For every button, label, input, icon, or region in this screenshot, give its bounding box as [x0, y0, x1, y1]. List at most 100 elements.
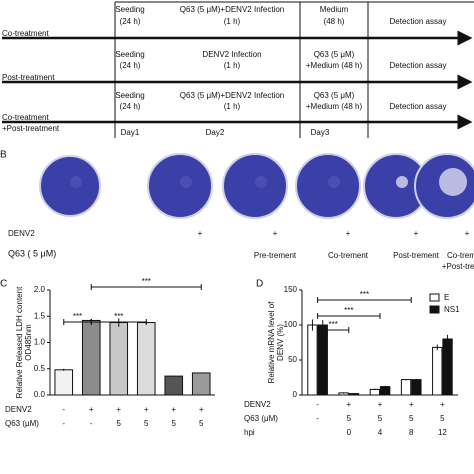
y-tick-label: 50: [288, 355, 297, 364]
row-label: Post-treatment: [2, 73, 55, 82]
step-label: (1 h): [224, 102, 241, 111]
bar: [411, 379, 422, 396]
row-value: 5: [378, 414, 383, 423]
step-label: Seeding: [115, 5, 144, 14]
row-value: +: [199, 405, 204, 414]
bar: [317, 324, 328, 396]
treatment-label: +Post-trement: [442, 262, 474, 271]
plate: [147, 153, 213, 219]
row-label: Q63 ( 5 μM): [8, 248, 56, 258]
bar: [442, 338, 453, 396]
row-value: +: [440, 400, 445, 409]
row-value: +: [116, 405, 121, 414]
bar: [191, 372, 211, 396]
panel-letter: B: [0, 150, 7, 161]
row-label: Co-treatment: [2, 29, 49, 38]
treatment-label: Co-trement: [447, 251, 474, 260]
bar: [400, 379, 412, 396]
y-tick-label: 0.0: [34, 390, 46, 399]
row-value: 12: [438, 428, 447, 437]
denv2-mark: +: [273, 229, 278, 238]
treatment-label: Co-trement: [328, 251, 369, 260]
bar: [369, 388, 381, 396]
row-value: +: [89, 405, 94, 414]
step-label: Detection assay: [390, 17, 447, 26]
row-label: hpi: [244, 428, 255, 437]
y-axis-label: Relative Released LDH content: [15, 286, 24, 398]
denv2-mark: +: [346, 229, 351, 238]
row-label: Q63 (μM): [244, 414, 278, 423]
plate: [295, 153, 361, 219]
row-label: DENV2: [8, 229, 35, 238]
step-label: Medium: [320, 5, 349, 14]
row-label: DENV2: [5, 405, 32, 414]
plate-spot: [180, 176, 192, 188]
row-label: Co-treatment: [2, 113, 49, 122]
row-value: 8: [409, 428, 414, 437]
significance-label: ***: [329, 320, 338, 329]
row-value: 5: [347, 414, 352, 423]
denv2-mark: +: [465, 229, 470, 238]
y-tick-label: 0.5: [34, 364, 46, 373]
bar: [379, 386, 391, 396]
bar: [136, 322, 156, 396]
y-tick-label: 150: [284, 285, 298, 294]
row-value: 5: [409, 414, 414, 423]
denv2-mark: +: [414, 229, 419, 238]
y-axis-label: OD485nm: [24, 324, 33, 361]
step-label: Seeding: [115, 91, 144, 100]
row-value: +: [144, 405, 149, 414]
day-label: Day1: [121, 128, 140, 137]
step-label: (1 h): [224, 61, 241, 70]
y-tick-label: 100: [284, 320, 298, 329]
day-label: Day3: [311, 128, 330, 137]
plate-spot: [70, 176, 82, 188]
row-label: +Post-treatment: [2, 124, 60, 133]
y-tick-label: 0: [293, 390, 298, 399]
bar: [54, 369, 74, 396]
legend-label: E: [444, 293, 449, 302]
row-value: -: [316, 414, 319, 423]
significance-label: ***: [360, 290, 369, 299]
row-value: 5: [440, 414, 445, 423]
plate-spot: [439, 168, 467, 196]
bar: [81, 319, 101, 396]
step-label: (24 h): [120, 61, 141, 70]
bar: [307, 324, 318, 396]
row-value: +: [378, 400, 383, 409]
step-label: Q63 (5 μM)+DENV2 Infection: [180, 5, 284, 14]
bar: [164, 375, 184, 396]
step-label: (24 h): [120, 102, 141, 111]
step-label: DENV2 Infection: [202, 50, 261, 59]
row-value: +: [409, 400, 414, 409]
legend-label: NS1: [444, 305, 460, 314]
row-value: -: [62, 419, 65, 428]
plate-spot: [328, 176, 340, 188]
row-value: -: [62, 405, 65, 414]
panel-letter: C: [0, 279, 7, 290]
significance-label: ***: [114, 312, 123, 321]
step-label: Detection assay: [390, 102, 447, 111]
row-value: 5: [117, 419, 122, 428]
significance-label: ***: [344, 306, 353, 315]
bar: [432, 346, 443, 396]
row-label: DENV2: [244, 400, 271, 409]
row-value: +: [171, 405, 176, 414]
panel-letter: D: [256, 279, 263, 290]
plate: [39, 155, 101, 217]
row-value: 5: [144, 419, 149, 428]
significance-label: ***: [73, 312, 82, 321]
row-value: +: [346, 400, 351, 409]
legend-swatch: [429, 293, 440, 302]
plate-spot: [255, 176, 267, 188]
step-label: +Medium (48 h): [306, 102, 363, 111]
step-label: (24 h): [120, 17, 141, 26]
day-label: Day2: [206, 128, 225, 137]
y-axis-label: DENV (%): [276, 324, 285, 361]
step-label: Q63 (5 μM): [314, 50, 355, 59]
denv2-mark: +: [198, 229, 203, 238]
step-label: Q63 (5 μM): [314, 91, 355, 100]
y-tick-label: 1.5: [34, 311, 46, 320]
step-label: +Medium (48 h): [306, 61, 363, 70]
